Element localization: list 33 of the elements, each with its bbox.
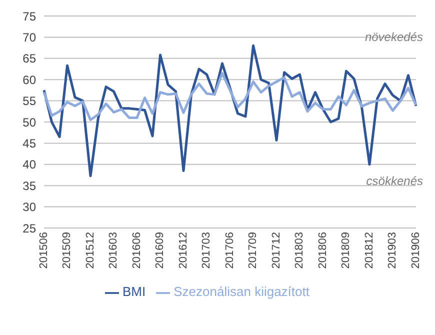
y-tick-label: 30	[22, 200, 36, 214]
x-tick-label: 201612	[177, 232, 190, 269]
line-series	[42, 72, 418, 122]
x-tick-label: 201709	[247, 232, 260, 269]
x-tick-label: 201606	[130, 232, 143, 269]
x-tick-label: 201806	[316, 232, 329, 269]
x-tick-label: 201703	[200, 232, 213, 269]
x-tick-label: 201706	[224, 232, 236, 269]
x-tick-label: 201712	[270, 232, 282, 269]
x-tick-label: 201809	[340, 232, 352, 269]
x-tick-label: 201812	[363, 232, 376, 269]
legend-label: BMI	[122, 284, 146, 299]
y-tick-label: 70	[22, 30, 36, 44]
x-tick-label: 201803	[294, 232, 306, 269]
annotation: növekedés	[364, 30, 423, 44]
y-tick-label: 40	[22, 158, 36, 172]
y-tick-label: 45	[22, 136, 36, 150]
x-tick-label: 201512	[84, 232, 96, 269]
x-tick-label: 201506	[38, 232, 50, 269]
y-tick-label: 35	[22, 178, 36, 193]
y-tick-label: 65	[22, 52, 36, 66]
annotation: csökkenés	[366, 174, 423, 188]
x-tick-label: 201609	[154, 232, 166, 269]
x-tick-label: 201903	[386, 232, 399, 269]
x-tick-label: 201509	[61, 232, 74, 269]
y-tick-label: 25	[22, 221, 36, 236]
y-tick-label: 75	[22, 9, 36, 24]
x-tick-label: 201906	[410, 232, 422, 269]
legend-label: Szezonálisan kiigazított	[174, 284, 310, 299]
y-tick-label: 50	[22, 115, 36, 130]
y-tick-label: 60	[22, 72, 36, 87]
x-tick-label: 201603	[108, 232, 120, 269]
y-tick-label: 55	[22, 94, 36, 108]
